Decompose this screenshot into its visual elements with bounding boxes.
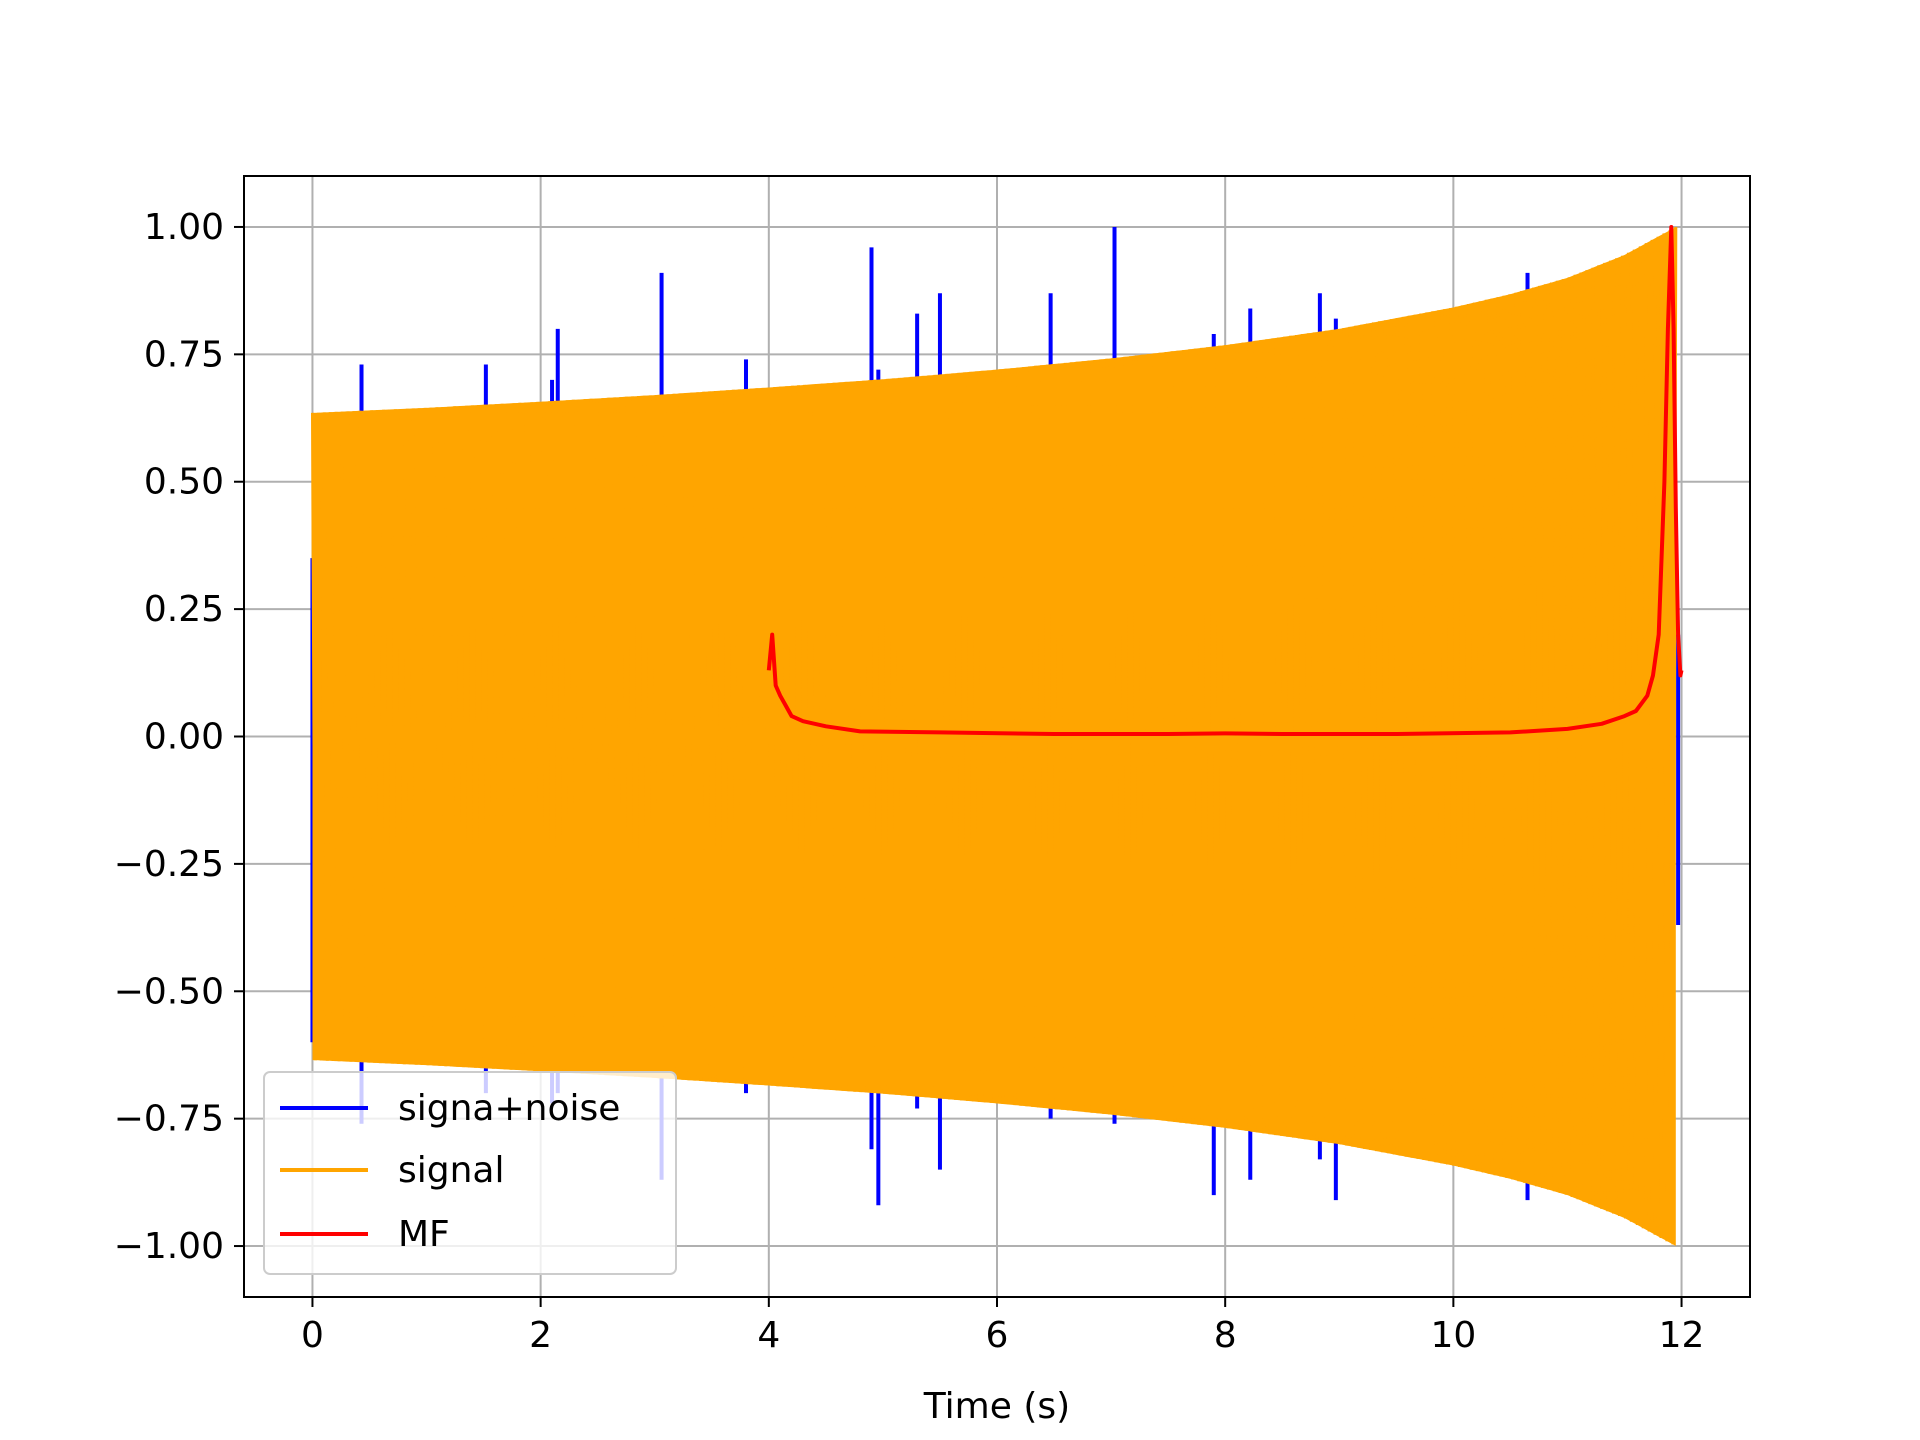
x-tick-label: 8 <box>1214 1315 1237 1356</box>
y-axis: 1.00 0.75 0.50 0.25 0.00 −0.25 −0.50 −0.75 −1.00 <box>114 207 244 1267</box>
y-tick-label: 1.00 <box>144 207 224 248</box>
y-tick-label: 0.50 <box>144 462 224 503</box>
y-tick-label: 0.75 <box>144 334 224 375</box>
mf-line <box>766 225 1684 736</box>
x-tick-label: 0 <box>301 1315 324 1356</box>
x-tick-label: 10 <box>1430 1315 1476 1356</box>
legend-label-signal-noise: signa+noise <box>398 1088 620 1129</box>
y-tick-label: 0.25 <box>144 589 224 630</box>
x-tick-label: 2 <box>529 1315 552 1356</box>
series-layer <box>310 225 1684 1246</box>
x-tick-label: 4 <box>757 1315 780 1356</box>
legend-label-mf: MF <box>398 1214 450 1255</box>
x-axis-label: Time (s) <box>923 1386 1070 1427</box>
legend: signa+noise signal MF <box>263 1071 677 1275</box>
y-tick-label: −0.75 <box>114 1099 224 1140</box>
x-tick-label: 12 <box>1659 1315 1705 1356</box>
x-axis: 0 2 4 6 8 10 12 <box>301 1297 1704 1356</box>
signal-line <box>311 226 1678 1245</box>
legend-label-signal: signal <box>398 1150 505 1191</box>
y-tick-label: −0.25 <box>114 844 224 885</box>
y-tick-label: 0.00 <box>144 717 224 758</box>
y-tick-label: −1.00 <box>114 1226 224 1267</box>
legend-box <box>263 1071 677 1275</box>
y-tick-label: −0.50 <box>114 971 224 1012</box>
x-tick-label: 6 <box>986 1315 1009 1356</box>
